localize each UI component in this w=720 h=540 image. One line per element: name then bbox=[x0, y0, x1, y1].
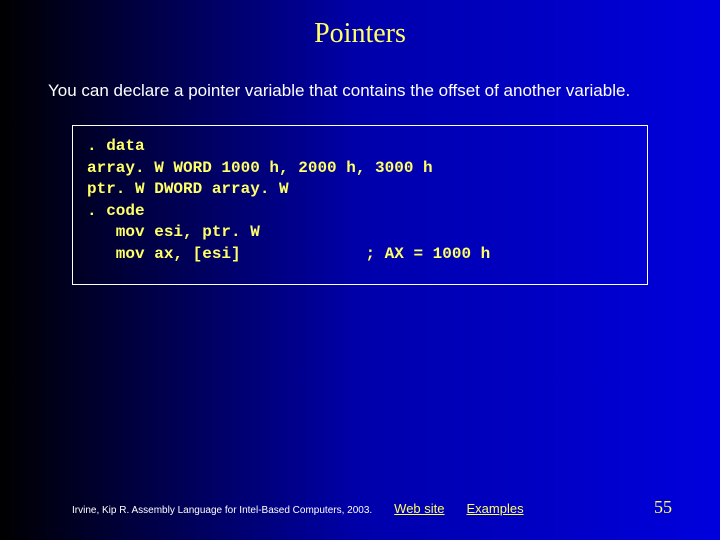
citation-text: Irvine, Kip R. Assembly Language for Int… bbox=[72, 505, 372, 516]
code-block: . data array. W WORD 1000 h, 2000 h, 300… bbox=[72, 125, 648, 285]
website-link[interactable]: Web site bbox=[394, 501, 444, 516]
footer: Irvine, Kip R. Assembly Language for Int… bbox=[0, 497, 720, 518]
examples-link[interactable]: Examples bbox=[467, 501, 524, 516]
body-text: You can declare a pointer variable that … bbox=[0, 80, 720, 103]
page-number: 55 bbox=[654, 497, 672, 518]
footer-links: Web site Examples bbox=[394, 501, 523, 516]
slide-title: Pointers bbox=[0, 0, 720, 80]
